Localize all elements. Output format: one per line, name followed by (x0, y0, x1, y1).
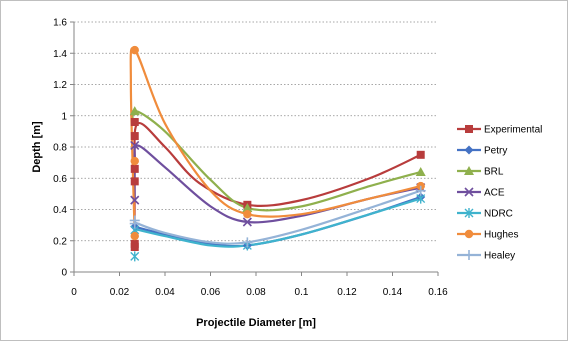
legend-label-petry: Petry (484, 146, 507, 157)
legend-label-ace: ACE (484, 188, 505, 199)
x-tick-label: 0.08 (246, 287, 266, 298)
series-line-hughes (129, 47, 421, 237)
data-point-hughes (130, 231, 139, 241)
legend-label-brl: BRL (484, 167, 504, 178)
series-line-brl (131, 109, 422, 212)
data-point-ace (130, 195, 140, 205)
data-point-ndrc (130, 251, 140, 262)
legend-label-hughes: Hughes (484, 230, 518, 241)
x-tick-label: 0.02 (110, 287, 130, 298)
x-tick-label: 0 (71, 287, 77, 298)
data-point-hughes (130, 156, 139, 166)
data-point-brl (415, 167, 426, 176)
y-tick-label: 0.8 (53, 143, 67, 154)
x-tick-label: 0.14 (383, 287, 403, 298)
y-axis-title: Depth [m] (31, 121, 43, 173)
legend-marker-hughes (464, 229, 474, 239)
data-point-experimental (130, 177, 139, 186)
x-tick-label: 0.04 (155, 287, 175, 298)
legend-marker-petry (464, 145, 474, 155)
series-line-ndrc (133, 197, 422, 248)
y-tick-label: 1 (61, 111, 67, 122)
data-point-healey (415, 185, 426, 196)
legend-marker-brl (464, 166, 474, 175)
x-axis-title: Projectile Diameter [m] (196, 317, 316, 329)
y-tick-label: 0.4 (53, 205, 67, 216)
y-tick-label: 1.2 (53, 80, 67, 91)
legend-label-ndrc: NDRC (484, 209, 513, 220)
data-point-experimental (130, 239, 139, 248)
y-tick-label: 1.4 (53, 49, 67, 60)
series-line-experimental (133, 122, 422, 248)
data-point-hughes (130, 45, 139, 55)
x-tick-label: 0.06 (201, 287, 221, 298)
y-tick-label: 0 (61, 268, 67, 279)
legend-marker-ace (464, 187, 474, 197)
data-point-ace (130, 140, 140, 151)
data-point-brl (242, 202, 253, 212)
x-tick-label: 0.12 (337, 287, 357, 298)
x-tick-label: 0.1 (295, 287, 309, 298)
data-point-experimental (416, 150, 425, 159)
legend-marker-experimental (465, 125, 473, 133)
data-point-experimental (130, 132, 139, 141)
y-tick-label: 1.6 (53, 18, 67, 29)
y-tick-label: 0.6 (53, 174, 67, 185)
data-point-experimental (130, 164, 139, 173)
x-tick-label: 0.16 (428, 287, 448, 298)
data-point-experimental (130, 118, 139, 126)
legend-label-healey: Healey (484, 251, 515, 262)
data-point-ace (242, 217, 252, 227)
data-point-healey (129, 218, 140, 229)
y-tick-label: 0.2 (53, 236, 67, 247)
data-point-healey (242, 237, 253, 248)
legend-marker-healey (464, 250, 474, 260)
legend-marker-ndrc (464, 208, 474, 218)
data-point-brl (129, 106, 140, 116)
legend-label-experimental: Experimental (484, 125, 542, 136)
data-point-hughes (243, 209, 252, 219)
